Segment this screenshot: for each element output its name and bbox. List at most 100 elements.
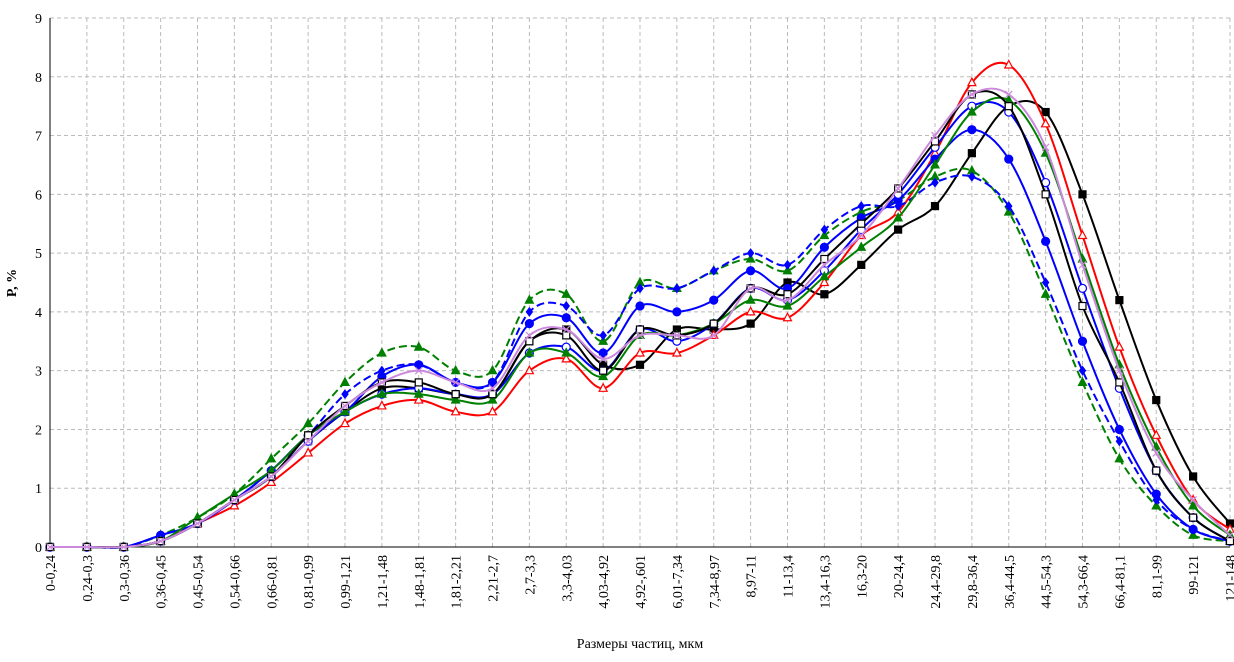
marker bbox=[672, 307, 682, 317]
marker bbox=[1041, 143, 1050, 152]
marker bbox=[1189, 496, 1198, 504]
marker bbox=[376, 347, 387, 357]
x-tick-label: 0,3-0,36 bbox=[118, 555, 133, 602]
x-tick-label: 8,97-11 bbox=[745, 555, 760, 598]
marker bbox=[894, 225, 903, 234]
marker bbox=[376, 388, 387, 398]
marker bbox=[266, 476, 277, 486]
x-tick-label: 1,81-2,21 bbox=[450, 555, 465, 609]
x-tick-label: 6,01-7,34 bbox=[671, 555, 686, 609]
marker bbox=[1040, 118, 1051, 128]
marker bbox=[599, 354, 608, 363]
x-tick-label: 2,21-2,7 bbox=[487, 555, 502, 602]
marker bbox=[1115, 296, 1124, 305]
marker bbox=[1152, 449, 1161, 457]
marker bbox=[598, 382, 609, 392]
marker bbox=[266, 453, 277, 463]
marker bbox=[1041, 236, 1051, 246]
marker bbox=[524, 319, 534, 329]
marker bbox=[635, 360, 645, 369]
marker bbox=[1114, 453, 1125, 463]
marker bbox=[562, 331, 571, 340]
y-axis-label: P, % bbox=[5, 269, 20, 297]
marker bbox=[1151, 429, 1162, 439]
marker bbox=[303, 417, 314, 428]
marker bbox=[451, 378, 460, 387]
marker bbox=[1152, 395, 1161, 405]
x-tick-label: 99-121 bbox=[1187, 555, 1202, 595]
x-tick-label: 2,7-3,3 bbox=[523, 555, 538, 595]
marker bbox=[304, 431, 313, 440]
marker bbox=[967, 149, 976, 158]
marker bbox=[635, 325, 645, 334]
marker bbox=[562, 301, 570, 312]
marker bbox=[1188, 529, 1199, 539]
marker bbox=[267, 472, 276, 481]
x-tick-label: 0,99-1,21 bbox=[339, 555, 354, 609]
marker bbox=[524, 347, 535, 357]
x-tick-label: 0,45-0,54 bbox=[192, 555, 207, 609]
marker bbox=[1152, 466, 1161, 475]
marker bbox=[341, 402, 349, 410]
marker bbox=[1151, 489, 1161, 499]
marker bbox=[525, 306, 534, 317]
marker bbox=[745, 294, 756, 304]
marker bbox=[303, 447, 314, 457]
marker bbox=[820, 224, 829, 235]
x-tick-label: 20-24,4 bbox=[892, 555, 907, 598]
marker bbox=[673, 283, 681, 294]
marker bbox=[635, 301, 645, 311]
marker bbox=[931, 177, 939, 188]
marker bbox=[783, 259, 792, 270]
marker bbox=[562, 325, 571, 334]
marker bbox=[525, 331, 534, 340]
y-tick-label: 1 bbox=[35, 482, 42, 497]
marker bbox=[413, 394, 424, 404]
marker bbox=[819, 270, 830, 281]
marker bbox=[709, 319, 718, 328]
marker bbox=[413, 341, 424, 351]
x-tick-label: 29,8-36,4 bbox=[966, 555, 981, 609]
marker bbox=[1189, 472, 1198, 481]
series-line bbox=[50, 87, 1231, 549]
marker bbox=[1078, 260, 1087, 269]
marker bbox=[820, 290, 829, 299]
marker bbox=[599, 366, 608, 375]
marker bbox=[598, 335, 609, 345]
marker bbox=[745, 253, 756, 263]
x-tick-label: 4,03-4,92 bbox=[597, 555, 612, 609]
marker bbox=[1078, 301, 1087, 311]
marker bbox=[1115, 378, 1124, 387]
marker bbox=[487, 377, 498, 388]
x-tick-label: 121-148 bbox=[1224, 555, 1234, 602]
marker bbox=[341, 389, 349, 400]
x-tick-label: 44,5-54,3 bbox=[1040, 555, 1055, 609]
x-tick-label: 36,4-44,5 bbox=[1003, 555, 1018, 609]
marker bbox=[1077, 229, 1088, 240]
y-tick-label: 3 bbox=[35, 365, 42, 380]
x-tick-label: 0-0,24 bbox=[44, 555, 59, 591]
x-tick-label: 0,36-0,45 bbox=[155, 555, 170, 609]
marker bbox=[1004, 154, 1014, 164]
marker bbox=[561, 288, 572, 298]
marker bbox=[746, 248, 755, 259]
marker bbox=[340, 376, 350, 387]
marker bbox=[46, 543, 54, 551]
marker bbox=[930, 159, 940, 169]
marker bbox=[1040, 288, 1051, 298]
y-tick-label: 2 bbox=[35, 423, 42, 438]
marker bbox=[636, 331, 644, 340]
marker bbox=[1078, 365, 1087, 376]
marker bbox=[1115, 436, 1124, 447]
marker bbox=[1226, 531, 1234, 540]
marker bbox=[819, 229, 830, 240]
marker bbox=[561, 313, 571, 323]
marker bbox=[746, 266, 756, 276]
marker bbox=[636, 283, 644, 294]
marker bbox=[1115, 366, 1124, 375]
series-line bbox=[50, 61, 1231, 549]
x-tick-label: 11-13,4 bbox=[782, 555, 797, 598]
marker bbox=[598, 370, 609, 381]
marker bbox=[1078, 190, 1087, 199]
